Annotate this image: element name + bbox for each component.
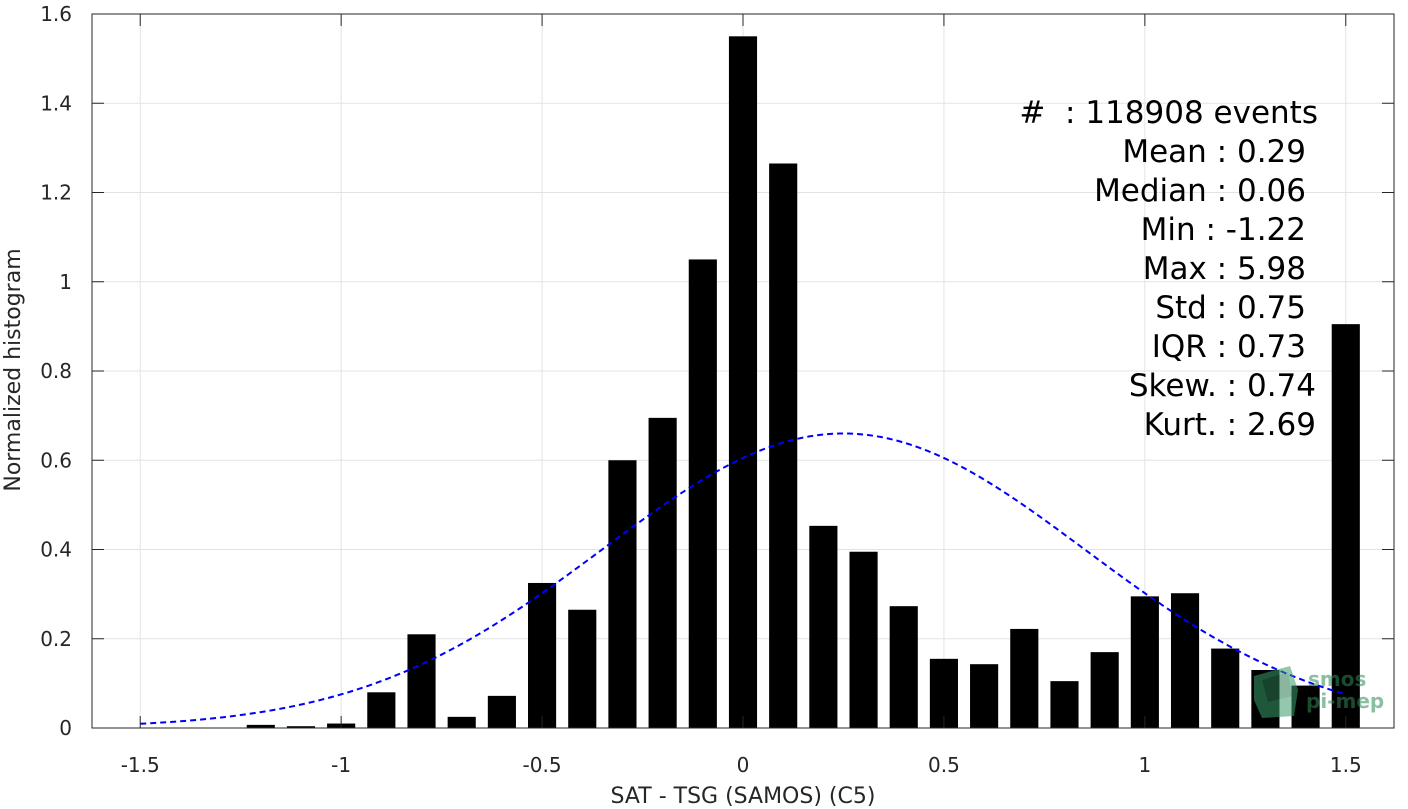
y-tick-label: 0.8 [40,359,72,383]
histogram-bar [1050,681,1079,728]
x-tick-label: 0 [737,753,750,777]
histogram-bar [246,724,275,728]
logo-text-smos: smos [1308,667,1366,691]
histogram-bar [970,664,999,728]
histogram-bar [568,609,597,728]
y-tick-label: 0.4 [40,538,72,562]
x-tick-label: 0.5 [928,753,960,777]
x-tick-label: -1 [331,753,351,777]
histogram-bar [367,692,396,728]
histogram-bar [1211,648,1240,728]
y-tick-label: 1.4 [40,91,72,115]
stat-line: Std : 0.75 [1155,290,1306,326]
axis-ticks [92,13,1394,729]
histogram-bar [1010,628,1039,728]
histogram-bar [728,36,758,728]
x-tick-label: -1.5 [121,753,160,777]
stat-line: Median : 0.06 [1094,173,1306,209]
y-tick-label: 1.2 [40,181,72,205]
histogram-bar [809,525,838,728]
histogram-bar [648,417,677,728]
histogram-bar [286,726,316,728]
histogram-bars [246,36,1360,728]
stat-line: Max : 5.98 [1143,251,1306,287]
y-tick-labels: 0 0.2 0.4 0.6 0.8 1 1.2 1.4 1.6 [40,2,72,740]
stat-line: Skew. : 0.74 [1129,368,1316,404]
histogram-bar [688,259,717,728]
y-tick-label: 1 [59,270,72,294]
smos-pimep-logo: smos pi-mep [1254,666,1384,718]
histogram-bar [447,716,476,728]
histogram-bar [608,460,637,728]
y-axis-label: Normalized histogram [1,248,26,491]
x-tick-label: -0.5 [523,753,562,777]
x-axis-label: SAT - TSG (SAMOS) (C5) [611,784,876,809]
stat-line: Min : -1.22 [1141,212,1306,248]
stat-line: Kurt. : 2.69 [1144,407,1316,443]
x-tick-label: 1 [1138,753,1151,777]
histogram-bar [889,606,918,728]
stat-line: IQR : 0.73 [1152,329,1306,365]
histogram-bar [1090,652,1119,728]
x-tick-labels: -1.5 -1 -0.5 0 0.5 1 1.5 [121,753,1362,777]
y-tick-label: 0 [59,716,72,740]
y-tick-label: 0.2 [40,627,72,651]
x-tick-label: 1.5 [1330,753,1362,777]
histogram-bar [487,695,516,728]
histogram-bar [528,582,557,728]
logo-text-pimep: pi-mep [1306,689,1384,713]
y-tick-label: 0.6 [40,448,72,472]
normal-fit-curve [140,432,1347,725]
stat-line: # : 118908 events [1019,95,1318,131]
histogram-bar [849,551,878,728]
histogram-bar [1170,593,1200,728]
histogram-bar [1130,596,1159,728]
histogram-bar [407,634,436,728]
stat-line: Mean : 0.29 [1122,134,1306,170]
histogram-bar [1331,324,1360,728]
y-tick-label: 1.6 [40,2,72,26]
logo-mark-shade-icon [1262,672,1292,702]
